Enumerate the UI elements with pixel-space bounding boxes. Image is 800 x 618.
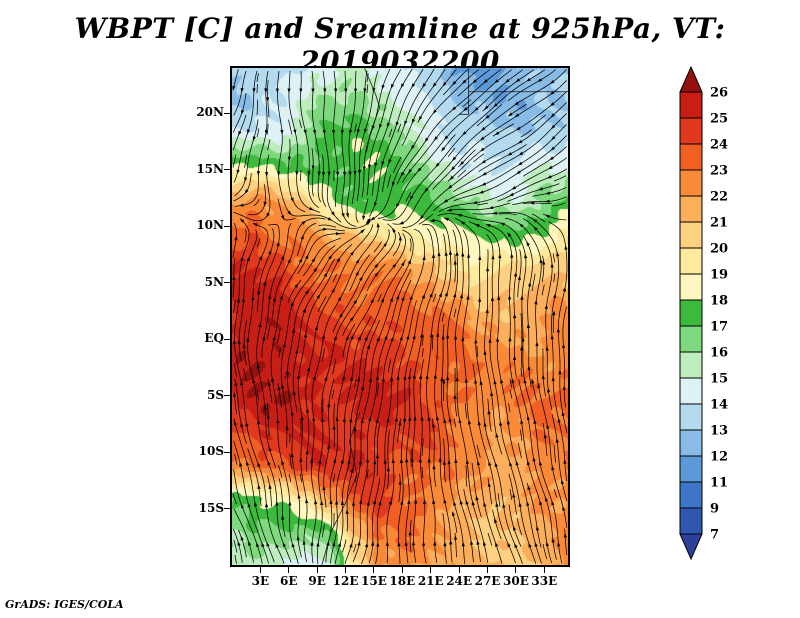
x-axis-label: 15E bbox=[361, 574, 387, 588]
y-axis-label: EQ bbox=[204, 331, 224, 346]
colorbar-segment bbox=[679, 91, 703, 119]
colorbar-label: 13 bbox=[710, 424, 728, 439]
colorbar-segment bbox=[679, 429, 703, 457]
colorbar-segment bbox=[679, 351, 703, 379]
x-axis-tick bbox=[401, 567, 403, 573]
y-axis-tick bbox=[224, 282, 230, 284]
x-axis-label: 30E bbox=[503, 574, 529, 588]
colorbar-label: 12 bbox=[710, 450, 728, 465]
x-axis-label: 18E bbox=[389, 574, 416, 588]
colorbar-label: 20 bbox=[710, 242, 728, 257]
y-axis-label: 15N bbox=[196, 161, 224, 176]
y-axis-tick bbox=[224, 112, 230, 114]
x-axis-label: 33E bbox=[531, 574, 558, 588]
x-axis-label: 21E bbox=[417, 574, 444, 588]
x-axis-tick bbox=[345, 567, 347, 573]
x-axis-tick bbox=[543, 567, 545, 573]
colorbar-segment bbox=[679, 299, 703, 327]
x-axis-tick bbox=[316, 567, 318, 573]
map-canvas bbox=[232, 68, 568, 565]
y-axis-tick bbox=[224, 338, 230, 340]
y-axis-label: 10S bbox=[198, 444, 224, 459]
map-plot-frame bbox=[230, 66, 570, 567]
colorbar-label: 19 bbox=[710, 268, 728, 283]
y-axis-label: 5S bbox=[206, 387, 224, 402]
colorbar-segment bbox=[679, 169, 703, 197]
colorbar-segment bbox=[679, 481, 703, 509]
colorbar-label: 25 bbox=[710, 112, 728, 127]
colorbar-arrow-top bbox=[679, 66, 703, 93]
x-axis-tick bbox=[373, 567, 375, 573]
colorbar-label: 9 bbox=[710, 502, 719, 517]
x-axis-label: 3E bbox=[251, 574, 270, 588]
colorbar: 26 25 24 23 22 21 20 19 18 17 16 15 14 13 12 11 9 7 bbox=[679, 66, 728, 561]
colorbar-arrow-bottom bbox=[679, 533, 703, 561]
x-axis-label: 24E bbox=[446, 574, 473, 588]
colorbar-segment bbox=[679, 507, 703, 535]
x-axis-label: 12E bbox=[332, 574, 359, 588]
y-axis-tick bbox=[224, 225, 230, 227]
colorbar-segment bbox=[679, 143, 703, 171]
y-axis-tick bbox=[224, 169, 230, 171]
colorbar-segment bbox=[679, 247, 703, 275]
colorbar-segment bbox=[679, 221, 703, 249]
grads-credit: GrADS: IGES/COLA bbox=[5, 598, 124, 611]
colorbar-label: 14 bbox=[710, 398, 728, 413]
x-axis-tick bbox=[288, 567, 290, 573]
colorbar-segment bbox=[679, 325, 703, 353]
plot-title: WBPT [C] and Sreamline at 925hPa, VT: 20… bbox=[74, 12, 726, 78]
x-axis-label: 9E bbox=[308, 574, 326, 588]
y-axis-tick bbox=[224, 395, 230, 397]
colorbar-label: 24 bbox=[710, 138, 728, 153]
x-axis-tick bbox=[430, 567, 432, 573]
y-axis-tick bbox=[224, 451, 230, 453]
colorbar-label: 11 bbox=[710, 476, 728, 491]
colorbar-label: 21 bbox=[710, 216, 728, 231]
x-axis-label: 6E bbox=[280, 574, 298, 588]
colorbar-label: 18 bbox=[710, 294, 728, 309]
y-axis-label: 20N bbox=[196, 105, 224, 120]
colorbar-label: 17 bbox=[710, 320, 728, 335]
colorbar-segment bbox=[679, 455, 703, 483]
colorbar-label: 23 bbox=[710, 164, 728, 179]
colorbar-segment bbox=[679, 377, 703, 405]
colorbar-label: 16 bbox=[710, 346, 728, 361]
y-axis-tick bbox=[224, 508, 230, 510]
x-axis-label: 27E bbox=[474, 574, 501, 588]
x-axis-tick bbox=[487, 567, 489, 573]
colorbar-label: 15 bbox=[710, 372, 728, 387]
colorbar-label: 26 bbox=[710, 86, 728, 101]
x-axis-tick bbox=[259, 567, 261, 573]
y-axis-label: 5N bbox=[204, 274, 224, 289]
colorbar-label: 22 bbox=[710, 190, 728, 205]
y-axis-label: 15S bbox=[198, 500, 224, 515]
y-axis-label: 10N bbox=[196, 218, 224, 233]
x-axis-tick bbox=[515, 567, 517, 573]
x-axis-tick bbox=[458, 567, 460, 573]
colorbar-segment bbox=[679, 403, 703, 431]
colorbar-segment bbox=[679, 117, 703, 145]
colorbar-segment bbox=[679, 273, 703, 301]
colorbar-segment bbox=[679, 195, 703, 223]
colorbar-label: 7 bbox=[710, 528, 719, 543]
